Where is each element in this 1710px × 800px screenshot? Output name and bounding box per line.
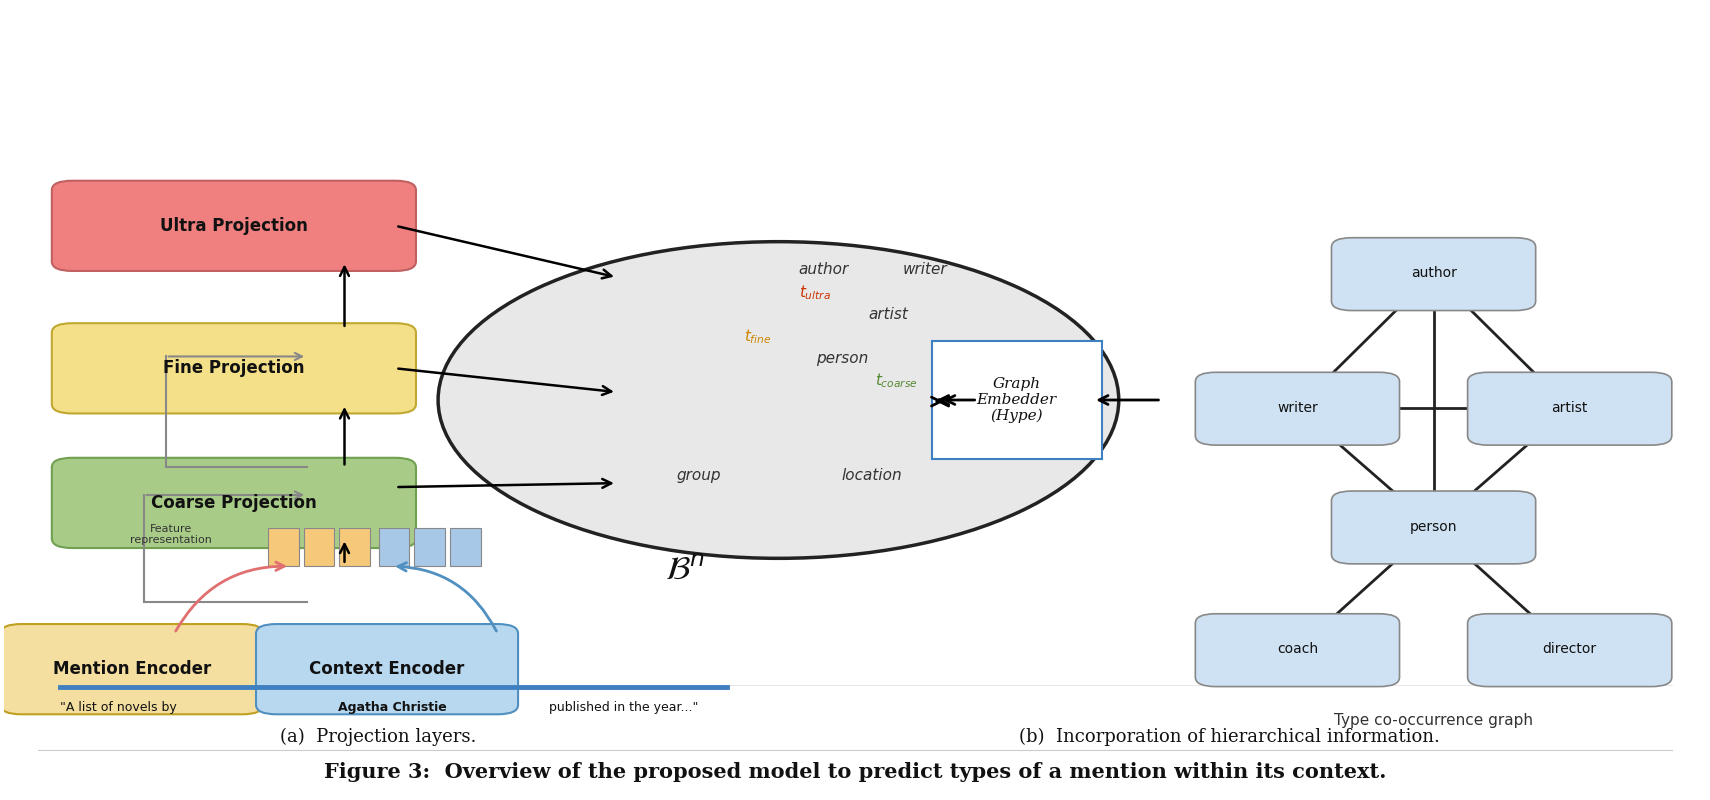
Bar (414, 528, 445, 566)
Text: Graph
Embedder
(Hype): Graph Embedder (Hype) (976, 377, 1057, 423)
Bar (339, 528, 369, 566)
Text: published in the year...": published in the year..." (545, 701, 699, 714)
Text: director: director (1542, 642, 1597, 656)
FancyBboxPatch shape (1332, 491, 1536, 564)
Text: Figure 3:  Overview of the proposed model to predict types of a mention within i: Figure 3: Overview of the proposed model… (323, 762, 1387, 782)
Text: Fine Projection: Fine Projection (162, 359, 304, 378)
Text: Ultra Projection: Ultra Projection (161, 217, 308, 235)
Text: Feature
representation: Feature representation (130, 524, 212, 546)
Text: "A list of novels by: "A list of novels by (60, 701, 181, 714)
Text: person: person (816, 350, 869, 366)
Text: Context Encoder: Context Encoder (310, 660, 465, 678)
Bar (450, 528, 481, 566)
Text: artist: artist (1551, 401, 1589, 415)
Bar (378, 528, 409, 566)
FancyBboxPatch shape (256, 624, 518, 714)
Text: Agatha Christie: Agatha Christie (337, 701, 446, 714)
Text: (a)  Projection layers.: (a) Projection layers. (280, 727, 477, 746)
Text: writer: writer (1277, 401, 1318, 415)
Text: $t_{fine}$: $t_{fine}$ (744, 327, 771, 346)
Text: $t_{coarse}$: $t_{coarse}$ (876, 372, 918, 390)
Text: $\mathcal{B}^n$: $\mathcal{B}^n$ (665, 554, 705, 586)
FancyBboxPatch shape (1467, 372, 1672, 445)
Text: writer: writer (903, 262, 947, 277)
Bar (268, 528, 299, 566)
Text: artist: artist (869, 307, 908, 322)
FancyBboxPatch shape (1332, 238, 1536, 310)
Circle shape (438, 242, 1118, 558)
Text: Type co-occurrence graph: Type co-occurrence graph (1334, 713, 1534, 728)
Text: $t_{ultra}$: $t_{ultra}$ (799, 284, 831, 302)
FancyBboxPatch shape (0, 624, 263, 714)
FancyBboxPatch shape (1195, 614, 1399, 686)
FancyBboxPatch shape (932, 341, 1101, 459)
Text: person: person (1409, 520, 1457, 534)
FancyBboxPatch shape (1195, 372, 1399, 445)
Text: coach: coach (1277, 642, 1318, 656)
Text: author: author (799, 262, 850, 277)
Text: group: group (677, 468, 722, 482)
Text: location: location (841, 468, 901, 482)
Bar (304, 528, 333, 566)
Text: author: author (1411, 266, 1457, 280)
Text: (b)  Incorporation of hierarchical information.: (b) Incorporation of hierarchical inform… (1019, 727, 1440, 746)
FancyBboxPatch shape (51, 323, 416, 414)
FancyBboxPatch shape (51, 458, 416, 548)
FancyBboxPatch shape (1467, 614, 1672, 686)
Text: Coarse Projection: Coarse Projection (150, 494, 316, 512)
FancyBboxPatch shape (51, 181, 416, 271)
Text: Mention Encoder: Mention Encoder (53, 660, 210, 678)
